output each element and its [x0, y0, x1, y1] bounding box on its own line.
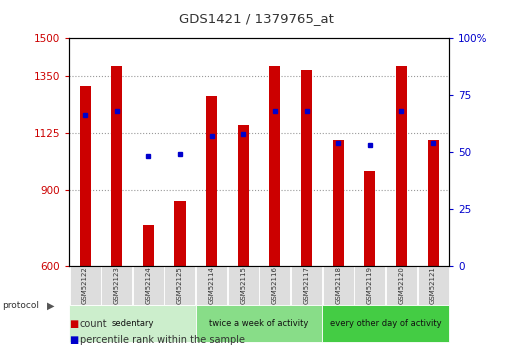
Bar	[228, 266, 259, 305]
Bar	[238, 125, 249, 266]
Text: ▶: ▶	[47, 300, 55, 310]
Bar	[206, 96, 217, 266]
Text: every other day of activity: every other day of activity	[330, 319, 441, 328]
Bar	[386, 266, 417, 305]
Bar	[69, 305, 196, 342]
Bar	[301, 70, 312, 266]
Text: GSM52119: GSM52119	[367, 266, 373, 304]
Bar	[323, 266, 353, 305]
Bar	[332, 140, 344, 266]
Bar	[354, 266, 385, 305]
Text: GSM52114: GSM52114	[209, 266, 214, 304]
Text: GSM52124: GSM52124	[145, 266, 151, 304]
Text: GSM52120: GSM52120	[399, 266, 404, 304]
Bar	[80, 86, 91, 266]
Text: ■: ■	[69, 319, 78, 329]
Text: GSM52125: GSM52125	[177, 266, 183, 304]
Text: GSM52117: GSM52117	[304, 266, 309, 304]
Bar	[322, 305, 449, 342]
Text: twice a week of activity: twice a week of activity	[209, 319, 309, 328]
Bar	[291, 266, 322, 305]
Bar	[143, 225, 154, 266]
Bar	[269, 66, 281, 266]
Text: GSM52122: GSM52122	[82, 266, 88, 304]
Bar	[260, 266, 290, 305]
Bar	[196, 266, 227, 305]
Bar	[196, 305, 322, 342]
Text: ■: ■	[69, 335, 78, 345]
Text: GDS1421 / 1379765_at: GDS1421 / 1379765_at	[179, 12, 334, 25]
Bar	[418, 266, 448, 305]
Text: percentile rank within the sample: percentile rank within the sample	[80, 335, 245, 345]
Text: protocol: protocol	[3, 301, 40, 310]
Bar	[174, 201, 186, 266]
Text: GSM52118: GSM52118	[335, 266, 341, 304]
Bar	[133, 266, 164, 305]
Bar	[427, 140, 439, 266]
Bar	[101, 266, 132, 305]
Text: GSM52116: GSM52116	[272, 266, 278, 304]
Bar	[396, 66, 407, 266]
Bar	[165, 266, 195, 305]
Bar	[111, 66, 122, 266]
Text: count: count	[80, 319, 107, 329]
Bar	[364, 171, 376, 266]
Text: GSM52121: GSM52121	[430, 266, 436, 304]
Text: GSM52115: GSM52115	[240, 266, 246, 304]
Text: GSM52123: GSM52123	[114, 266, 120, 304]
Text: sedentary: sedentary	[111, 319, 154, 328]
Bar	[70, 266, 101, 305]
